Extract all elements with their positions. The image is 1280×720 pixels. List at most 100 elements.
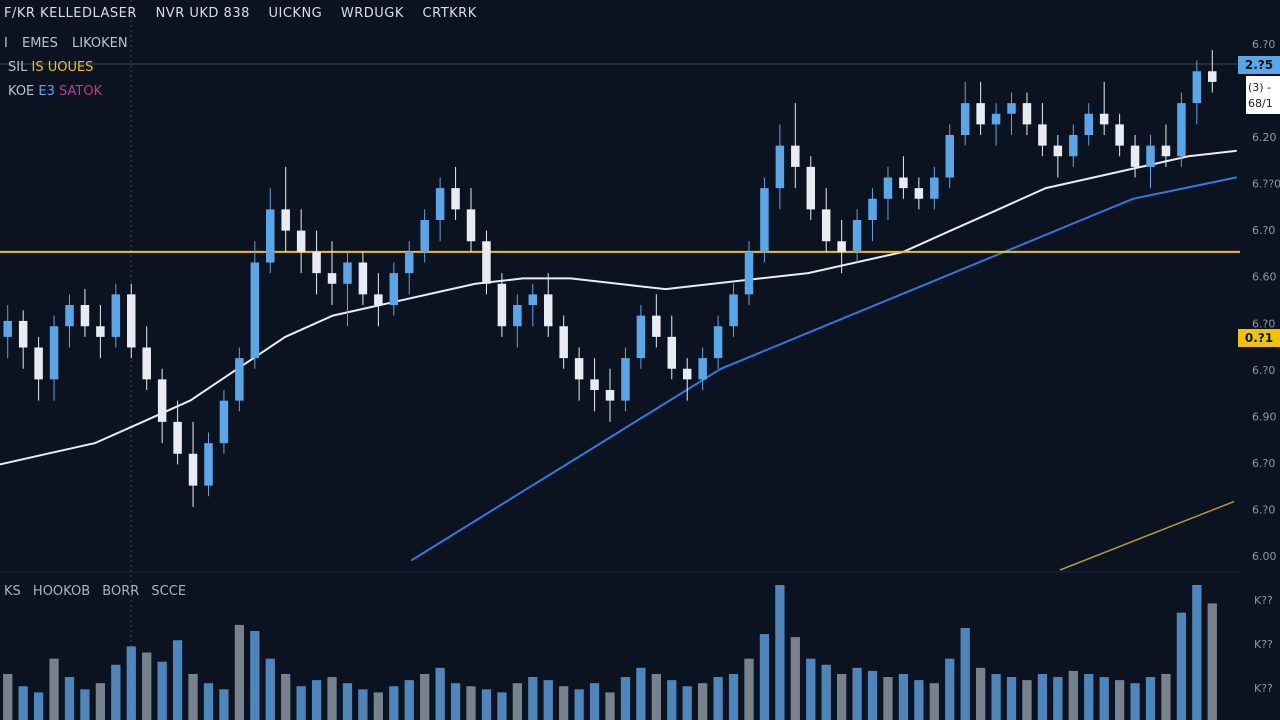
volume-bar — [1099, 677, 1109, 720]
candle-body — [667, 336, 677, 369]
candle-body — [482, 241, 491, 284]
volume-bar — [867, 670, 878, 720]
volume-bar — [1006, 677, 1017, 720]
candle-body — [34, 347, 43, 380]
candle-body — [204, 443, 213, 486]
candle-body — [374, 294, 383, 305]
volume-bar — [852, 667, 862, 720]
candle-body — [250, 262, 260, 359]
candle-body — [652, 315, 661, 337]
volume-bar — [219, 689, 229, 720]
price-axis-label: 6.60 — [1252, 271, 1277, 284]
candle-body — [528, 294, 538, 305]
volume-bar — [1022, 680, 1032, 720]
candle-body — [1115, 124, 1124, 146]
candle-body — [574, 358, 584, 380]
indicator-row: I EMES LIKOKEN — [4, 36, 138, 51]
volume-bar — [929, 683, 939, 720]
volume-bar — [49, 658, 59, 720]
price-axis-label: 6.00 — [1252, 550, 1277, 563]
hline-price-tag: 0.?1 — [1238, 329, 1280, 347]
volume-label-part: SCCE — [151, 584, 187, 599]
title-part: F/KR KELLEDLASER — [4, 6, 137, 21]
volume-bar — [543, 680, 553, 720]
volume-bar — [605, 692, 615, 720]
volume-bar — [1084, 673, 1094, 720]
last-price-tag: 2.?5 — [1238, 56, 1280, 74]
volume-bar — [1192, 585, 1202, 720]
price-axis-label: 6.??0 — [1252, 178, 1280, 191]
volume-bar — [1145, 677, 1156, 720]
candle-body — [404, 251, 414, 274]
price-axis-label: 6.20 — [1252, 131, 1277, 144]
price-axis-label: 6.?0 — [1252, 317, 1275, 330]
indicator-label: EMES — [21, 36, 58, 51]
candle-body — [1130, 145, 1140, 167]
volume-bar — [883, 677, 893, 720]
candle-body — [65, 305, 74, 327]
indicator-label: LIKOKEN — [72, 36, 128, 51]
volume-bar — [203, 683, 214, 720]
volume-bar — [728, 673, 739, 720]
volume-bar — [420, 673, 430, 720]
volume-bar — [898, 673, 909, 720]
candle-body — [188, 453, 198, 486]
volume-bar — [667, 680, 677, 720]
candle-body — [636, 315, 646, 359]
candle-body — [960, 103, 970, 135]
candle-body — [80, 305, 90, 327]
indicator-value: IS UOUES — [31, 60, 94, 75]
price-axis-label: 6.?0 — [1252, 503, 1275, 516]
volume-axis-label: K?? — [1254, 594, 1273, 607]
candle-body — [1053, 145, 1063, 157]
candle-body — [497, 283, 507, 327]
candle-body — [1038, 124, 1047, 146]
volume-bar — [157, 661, 167, 720]
volume-bar — [713, 677, 723, 720]
volume-bar — [18, 686, 28, 720]
title-part: WRDUGK — [340, 6, 404, 21]
candle-body — [343, 262, 352, 284]
candle-body — [296, 230, 306, 252]
volume-bar — [821, 664, 831, 720]
candle-body — [976, 103, 985, 125]
candle-body — [513, 305, 522, 327]
volume-bar — [914, 680, 924, 720]
candle-body — [235, 358, 244, 401]
candle-body — [1099, 113, 1109, 125]
candle-body — [1007, 103, 1016, 114]
title-part: CRTKRK — [422, 6, 477, 21]
candle-body — [760, 188, 769, 252]
volume-bar — [528, 677, 538, 720]
candle-body — [837, 241, 846, 252]
volume-bar — [945, 658, 955, 720]
volume-bar — [234, 624, 244, 720]
candle-body — [1022, 103, 1032, 125]
candle-body — [18, 320, 28, 348]
candle-body — [559, 326, 568, 359]
moving-averages — [0, 149, 1237, 571]
indicator-label: SIL — [8, 60, 28, 75]
volume-bar — [373, 692, 383, 720]
volume-bar — [1068, 670, 1078, 720]
candle-body — [1177, 103, 1186, 157]
candle-body — [930, 177, 939, 199]
candle-body — [1192, 71, 1202, 104]
candle-body — [127, 294, 136, 348]
candle-body — [791, 145, 800, 167]
volume-bar — [389, 686, 399, 720]
volume-bar — [620, 677, 631, 720]
volume-label-part: BORR — [102, 584, 140, 599]
volume-bar — [142, 652, 152, 720]
volume-bar — [744, 658, 754, 720]
volume-bar — [481, 689, 492, 720]
indicator-value: E3 — [38, 84, 55, 99]
candle-body — [96, 326, 105, 337]
candle-body — [266, 209, 275, 263]
candle-body — [420, 220, 429, 252]
candle-body — [3, 320, 12, 337]
ma-fast-line — [0, 149, 1237, 466]
candle-body — [451, 188, 460, 210]
